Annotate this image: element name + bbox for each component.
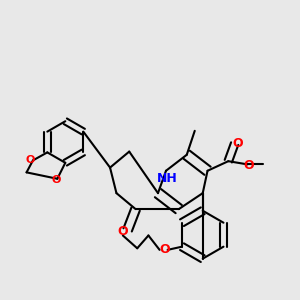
Text: O: O (232, 137, 243, 150)
Text: O: O (51, 176, 60, 185)
Text: O: O (25, 155, 34, 165)
Text: NH: NH (157, 172, 178, 185)
Text: O: O (118, 225, 128, 238)
Text: O: O (159, 243, 170, 256)
Text: O: O (244, 160, 254, 172)
